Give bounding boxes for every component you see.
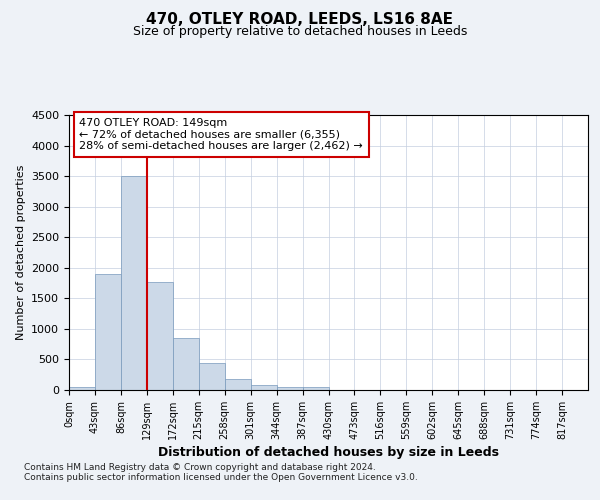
Bar [225,380,251,390]
Bar [199,362,224,390]
Bar [277,386,302,390]
Y-axis label: Number of detached properties: Number of detached properties [16,165,26,340]
X-axis label: Distribution of detached houses by size in Leeds: Distribution of detached houses by size … [158,446,499,459]
Bar [173,338,199,390]
Text: Size of property relative to detached houses in Leeds: Size of property relative to detached ho… [133,25,467,38]
Bar [147,282,173,390]
Bar [251,385,277,390]
Text: 470, OTLEY ROAD, LEEDS, LS16 8AE: 470, OTLEY ROAD, LEEDS, LS16 8AE [146,12,454,28]
Bar [302,387,329,390]
Bar [121,176,147,390]
Text: Contains HM Land Registry data © Crown copyright and database right 2024.
Contai: Contains HM Land Registry data © Crown c… [24,462,418,482]
Bar [95,274,121,390]
Text: 470 OTLEY ROAD: 149sqm
← 72% of detached houses are smaller (6,355)
28% of semi-: 470 OTLEY ROAD: 149sqm ← 72% of detached… [79,118,363,151]
Bar [69,387,95,390]
